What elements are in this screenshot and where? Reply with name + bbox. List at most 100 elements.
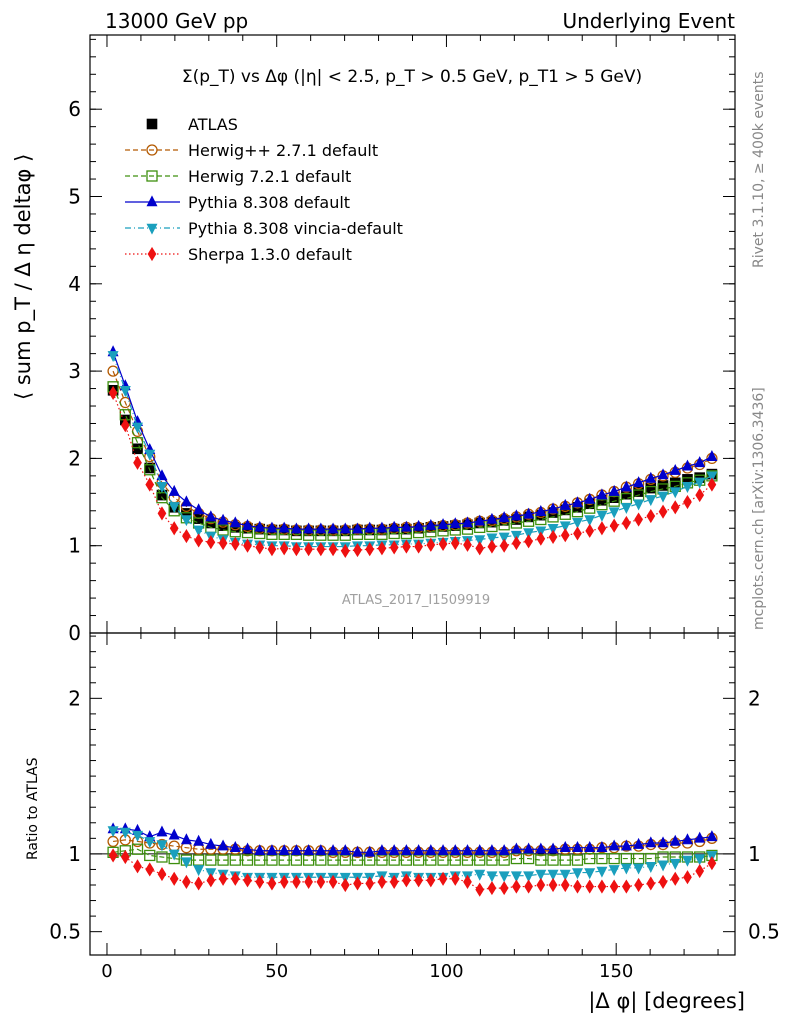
data-point [108, 848, 118, 863]
data-point [449, 854, 461, 866]
data-point [596, 866, 608, 878]
data-point [242, 518, 254, 530]
data-point [585, 523, 595, 538]
data-point [461, 854, 474, 866]
data-point [596, 852, 608, 865]
y-tick-label: 0.5 [49, 920, 81, 944]
data-point [596, 499, 608, 511]
x-tick-label: 100 [429, 961, 463, 982]
data-point [487, 539, 497, 554]
data-point [206, 535, 216, 550]
data-point [229, 854, 241, 866]
data-point [168, 484, 180, 496]
data-point [523, 528, 535, 540]
data-point [107, 826, 119, 838]
data-point [241, 854, 254, 866]
data-point [206, 873, 216, 888]
data-point [523, 842, 535, 854]
data-point [584, 492, 596, 504]
data-point [400, 520, 412, 532]
header-right: Underlying Event [562, 9, 735, 33]
data-point [217, 839, 229, 851]
y-tick-label: 2 [68, 686, 81, 710]
data-point [193, 503, 205, 515]
data-point [364, 845, 376, 857]
data-point [620, 839, 632, 851]
data-point [669, 834, 681, 846]
data-point [388, 854, 400, 866]
data-point [547, 502, 559, 514]
data-point [536, 877, 546, 893]
data-point [683, 870, 692, 885]
data-point [292, 874, 301, 889]
data-point [707, 477, 717, 492]
data-point [681, 855, 693, 867]
data-point [609, 518, 619, 533]
data-point [304, 874, 313, 889]
rivet-side-label: Rivet 3.1.10, ≥ 400k events [751, 71, 767, 268]
data-point [449, 517, 461, 529]
data-point [475, 541, 485, 556]
y-axis-label: ⟨ sum p_T / Δ η deltaφ ⟩ [11, 154, 36, 400]
data-point [156, 840, 168, 852]
data-point [510, 509, 522, 521]
data-point [584, 852, 596, 865]
data-point [573, 526, 582, 541]
data-point [132, 443, 143, 455]
data-point [182, 529, 191, 544]
data-point [327, 844, 339, 856]
legend-label: Herwig++ 2.7.1 default [188, 141, 378, 160]
y-tick-label: 4 [68, 272, 81, 296]
legend-marker [146, 170, 158, 182]
y-tick-label: 5 [68, 185, 81, 209]
data-point [536, 531, 546, 546]
data-point [547, 869, 559, 881]
data-point [657, 468, 669, 480]
data-point [633, 863, 645, 875]
data-point [633, 837, 645, 849]
data-point [596, 510, 608, 522]
y-tick-label: 0 [68, 621, 81, 645]
series-herwig-2-7-1-default [107, 832, 718, 858]
data-point [327, 522, 339, 534]
data-point [133, 859, 142, 874]
data-point [217, 524, 229, 536]
data-point [156, 825, 168, 837]
data-point [620, 852, 633, 865]
data-point [254, 854, 266, 866]
data-point [694, 477, 706, 489]
data-point [279, 874, 289, 889]
data-point [413, 844, 425, 856]
data-point [706, 830, 718, 842]
data-point [499, 538, 509, 553]
data-point [255, 874, 265, 889]
data-point [426, 537, 436, 552]
data-point [695, 487, 705, 503]
data-point [658, 874, 668, 889]
mcplots-side-label: mcplots.cern.ch [arXiv:1306.3436] [751, 387, 767, 630]
data-point [474, 514, 486, 526]
data-point [229, 840, 241, 852]
data-point [670, 500, 680, 515]
data-point [584, 515, 596, 527]
data-point [168, 849, 180, 861]
data-point [633, 476, 645, 488]
legend-item: Sherpa 1.3.0 default [125, 245, 352, 264]
data-point [108, 385, 118, 400]
data-point [388, 844, 400, 856]
data-point [425, 844, 437, 856]
data-point [133, 455, 142, 470]
data-point [571, 517, 583, 529]
data-point [608, 495, 620, 507]
data-point [706, 471, 718, 483]
y-tick-label: 2 [68, 446, 81, 470]
data-point [168, 502, 180, 514]
data-point [524, 879, 533, 894]
data-point [279, 541, 289, 556]
data-point [156, 469, 168, 481]
data-point [230, 536, 240, 552]
data-point [669, 858, 681, 870]
legend-item: ATLAS [146, 115, 238, 134]
data-point [694, 854, 706, 866]
